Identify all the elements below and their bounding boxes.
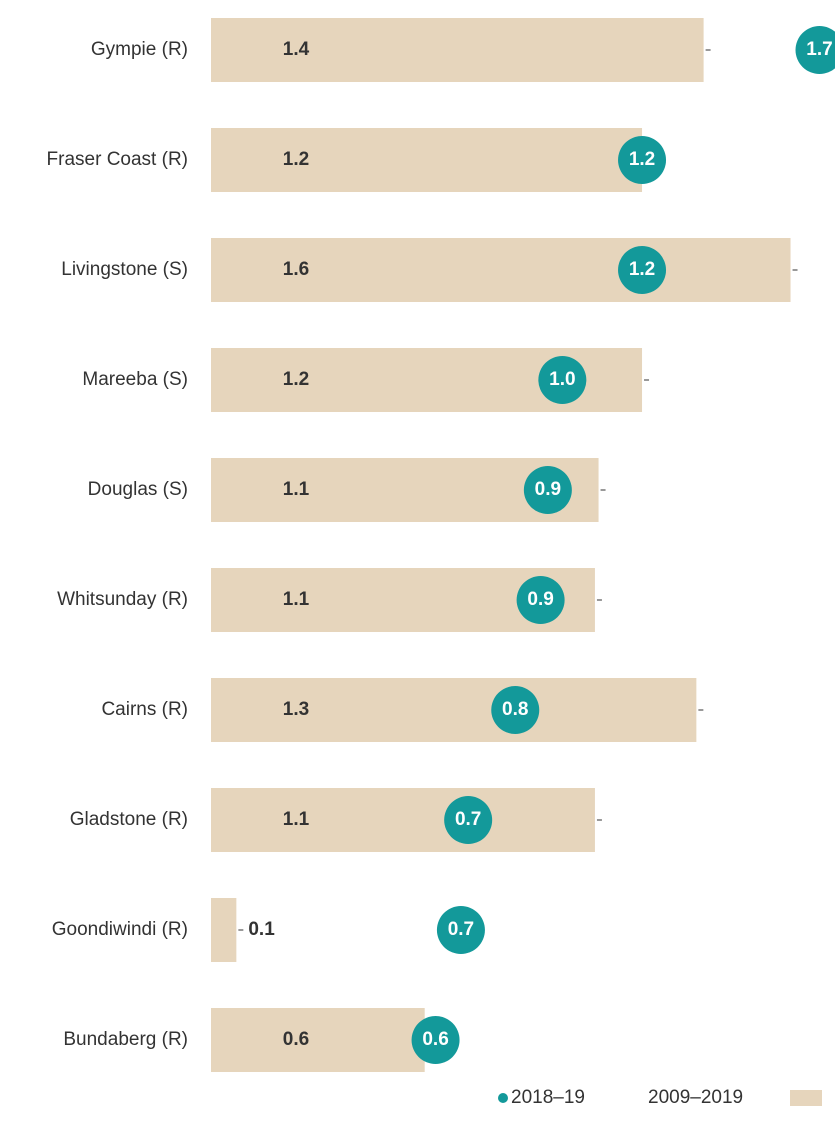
dot — [516, 576, 565, 624]
category-label: Gympie (R) — [91, 39, 188, 60]
dot-value-label: 1.2 — [629, 259, 655, 280]
dot-value-label: 1.2 — [629, 149, 655, 170]
bar — [211, 1008, 425, 1072]
bar — [211, 238, 791, 302]
bar-value-label: 0.6 — [283, 1029, 309, 1050]
dot — [444, 796, 493, 844]
bar-value-label: 0.1 — [248, 919, 275, 940]
legend-label: 2009–2019 — [648, 1087, 743, 1108]
bar — [211, 128, 643, 192]
dot — [523, 466, 572, 514]
bar-value-label: 1.4 — [283, 39, 310, 60]
dot-value-label: 0.7 — [455, 809, 481, 830]
dot — [538, 356, 587, 404]
dot-value-label: 1.0 — [549, 369, 575, 390]
dot — [491, 686, 540, 734]
dot-value-label: 0.9 — [535, 479, 561, 500]
bar — [211, 678, 697, 742]
bar — [211, 898, 237, 962]
bar — [211, 788, 595, 852]
bar-value-label: 1.2 — [283, 149, 309, 170]
category-label: Livingstone (S) — [61, 259, 188, 280]
bar-value-label: 1.6 — [283, 259, 309, 280]
category-label: Whitsunday (R) — [57, 589, 188, 610]
bar-value-label: 1.3 — [283, 699, 309, 720]
dot-value-label: 1.7 — [806, 39, 832, 60]
category-label: Goondiwindi (R) — [52, 919, 188, 940]
category-label: Douglas (S) — [88, 479, 188, 500]
dot — [618, 136, 667, 184]
bar-value-label: 1.1 — [283, 589, 310, 610]
category-label: Gladstone (R) — [70, 809, 188, 830]
category-label: Bundaberg (R) — [63, 1029, 188, 1050]
category-label: Cairns (R) — [101, 699, 188, 720]
category-label: Fraser Coast (R) — [47, 149, 188, 170]
dot — [795, 26, 835, 74]
category-label: Mareeba (S) — [82, 369, 188, 390]
bar-value-label: 1.2 — [283, 369, 309, 390]
dot-value-label: 0.7 — [448, 919, 474, 940]
bar-value-label: 1.1 — [283, 809, 310, 830]
bar — [211, 18, 704, 82]
dot-value-label: 0.8 — [502, 699, 528, 720]
dot — [411, 1016, 460, 1064]
dot-value-label: 0.6 — [422, 1029, 448, 1050]
dot — [618, 246, 667, 294]
bar-value-label: 1.1 — [283, 479, 310, 500]
legend-swatch — [790, 1090, 822, 1106]
legend-label: 2018–19 — [511, 1087, 585, 1108]
legend-dot — [498, 1093, 508, 1103]
dot — [436, 906, 485, 954]
dot-value-label: 0.9 — [527, 589, 553, 610]
